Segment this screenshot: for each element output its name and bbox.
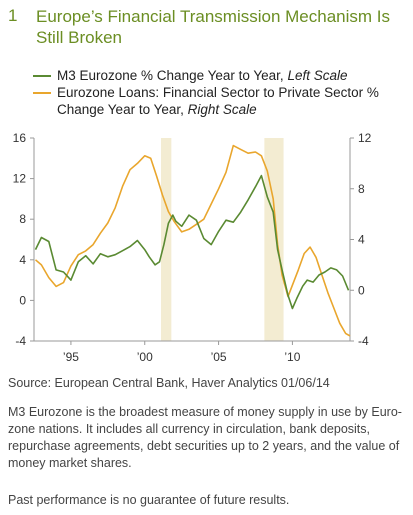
source-note: Source: European Central Bank, Haver Ana… <box>8 376 330 390</box>
chart-title: Europe’s Financial Transmission Mechanis… <box>36 7 390 47</box>
x-tick-label: ’10 <box>284 350 300 364</box>
x-tick-label: ’05 <box>211 350 227 364</box>
recession-band-0 <box>160 138 172 341</box>
left-tick-label: -4 <box>15 334 26 348</box>
tick-labels: -4 0 4 8 12 16 -4 0 4 8 12 ’95 ’00 ’05 ’10 <box>13 131 372 364</box>
right-tick-label: 4 <box>358 233 365 247</box>
series-lines <box>34 144 351 337</box>
left-tick-label: 16 <box>13 131 27 145</box>
legend-label-loans: Eurozone Loans: Financial Sector to Priv… <box>57 85 379 117</box>
legend-swatch-loans <box>33 92 51 94</box>
legend-swatch-m3 <box>33 75 51 77</box>
left-tick-label: 4 <box>19 253 26 267</box>
left-tick-label: 0 <box>19 293 26 307</box>
legend-label-m3: M3 Eurozone % Change Year to Year, <box>57 68 284 83</box>
legend-item-loans: Eurozone Loans: Financial Sector to Priv… <box>33 84 413 118</box>
chart-axes <box>30 137 354 345</box>
recession-band-1 <box>264 138 284 341</box>
left-tick-label: 8 <box>19 212 26 226</box>
legend-item-m3: M3 Eurozone % Change Year to Year, Left … <box>33 67 413 84</box>
disclaimer: Past performance is no guarantee of futu… <box>8 493 290 507</box>
line-chart: -4 0 4 8 12 16 -4 0 4 8 12 ’95 ’00 ’05 ’10 <box>13 131 372 364</box>
legend-scale-m3: Left Scale <box>287 68 348 83</box>
x-tick-label: ’00 <box>137 350 153 364</box>
right-tick-label: -4 <box>358 334 369 348</box>
left-tick-label: 12 <box>13 172 27 186</box>
m3-series-line <box>34 174 350 310</box>
figure-number: 1 <box>8 6 18 25</box>
footnote: M3 Eurozone is the broadest measure of m… <box>8 405 402 470</box>
right-tick-label: 8 <box>358 182 365 196</box>
loans-series-line <box>34 144 351 337</box>
recession-shading <box>160 138 284 341</box>
x-tick-label: ’95 <box>63 350 79 364</box>
right-tick-label: 12 <box>358 131 372 145</box>
legend-scale-loans: Right Scale <box>187 102 257 117</box>
legend: M3 Eurozone % Change Year to Year, Left … <box>33 67 413 118</box>
right-tick-label: 0 <box>358 283 365 297</box>
